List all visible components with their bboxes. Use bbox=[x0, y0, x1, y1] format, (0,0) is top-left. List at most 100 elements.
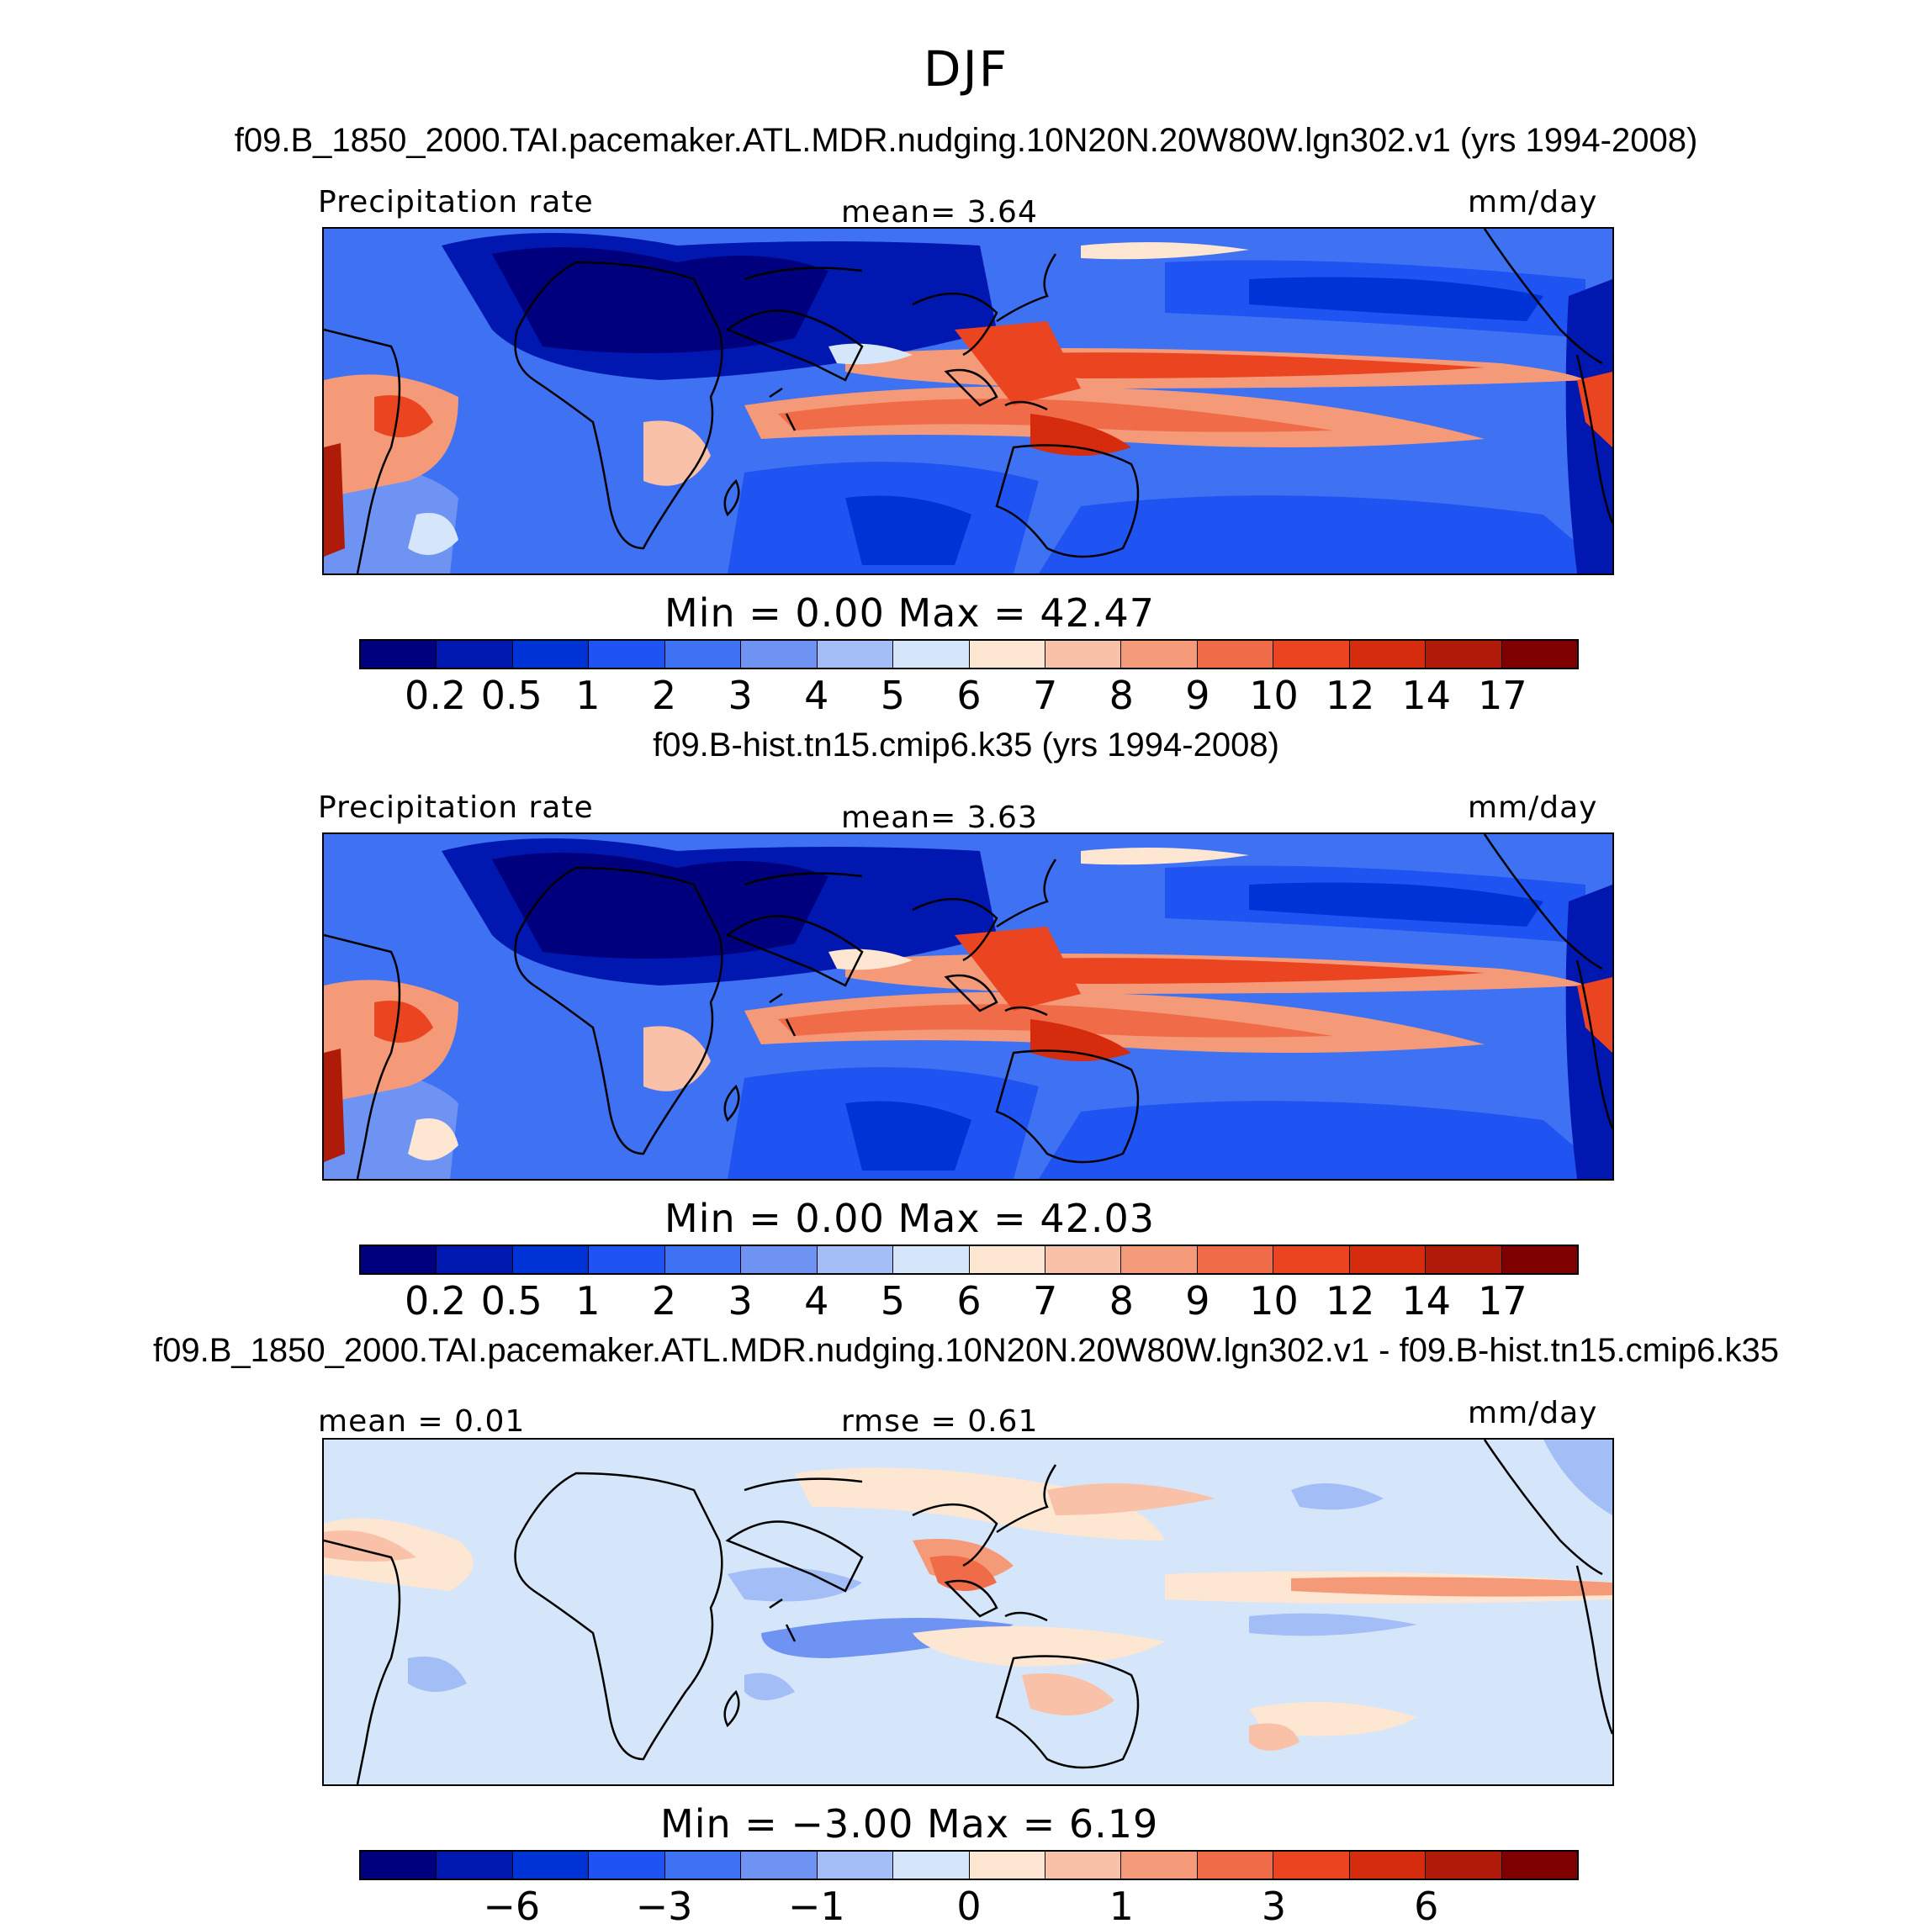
colorbar-segment bbox=[817, 1852, 894, 1879]
panel-1-title: f09.B_1850_2000.TAI.pacemaker.ATL.MDR.nu… bbox=[234, 122, 1698, 159]
colorbar-tick-label: 14 bbox=[1401, 1278, 1452, 1324]
colorbar-segment bbox=[893, 1852, 970, 1879]
colorbar-segment bbox=[1045, 641, 1122, 668]
colorbar-segment bbox=[512, 1246, 590, 1273]
colorbar-tick-label: 2 bbox=[651, 1278, 677, 1324]
colorbar-tick-label: 3 bbox=[728, 673, 753, 718]
colorbar-segment bbox=[589, 641, 665, 668]
colorbar-segment bbox=[1197, 1246, 1274, 1273]
colorbar-tick-label: 1 bbox=[1109, 1884, 1134, 1929]
colorbar-tick-label: 0.5 bbox=[480, 673, 543, 718]
colorbar-segment bbox=[437, 1852, 513, 1879]
colorbar-segment bbox=[1349, 1852, 1427, 1879]
colorbar-tick-label: 0.2 bbox=[405, 673, 467, 718]
colorbar-segment bbox=[1197, 1852, 1274, 1879]
colorbar-tick-label: 3 bbox=[728, 1278, 753, 1324]
colorbar-segment bbox=[741, 641, 818, 668]
colorbar-segment bbox=[1121, 1852, 1198, 1879]
panel-1-variable-label: Precipitation rate bbox=[318, 185, 594, 219]
colorbar-tick-label: 4 bbox=[804, 1278, 829, 1324]
colorbar-segment bbox=[1273, 1246, 1350, 1273]
colorbar-segment bbox=[969, 1246, 1045, 1273]
panel-1-map-svg bbox=[324, 229, 1612, 573]
colorbar-tick-label: 7 bbox=[1032, 673, 1058, 718]
colorbar-segment bbox=[1501, 1246, 1577, 1273]
panel-3-mean-label: mean = 0.01 bbox=[318, 1404, 526, 1439]
panel-2-title: f09.B-hist.tn15.cmip6.k35 (yrs 1994-2008… bbox=[653, 727, 1279, 764]
colorbar-tick-label: 1 bbox=[575, 673, 601, 718]
colorbar-segment bbox=[893, 1246, 970, 1273]
colorbar-tick-label: 5 bbox=[880, 673, 906, 718]
colorbar-segment bbox=[817, 641, 894, 668]
panel-2-colorbar-ticks: 0.2 0.5 1 2 3 4 5 6 7 8 9 10 12 14 17 bbox=[359, 1278, 1579, 1324]
colorbar-tick-label: 2 bbox=[651, 673, 677, 718]
colorbar-segment bbox=[512, 1852, 590, 1879]
colorbar-tick-label: 7 bbox=[1032, 1278, 1058, 1324]
panel-2-units-label: mm/day bbox=[1468, 790, 1598, 825]
colorbar-tick-label: 12 bbox=[1325, 673, 1375, 718]
colorbar-segment bbox=[361, 1852, 437, 1879]
colorbar-segment bbox=[1426, 641, 1502, 668]
panel-2-variable-label: Precipitation rate bbox=[318, 790, 594, 825]
colorbar-tick-label: 8 bbox=[1109, 673, 1134, 718]
panel-1-minmax: Min = 0.00 Max = 42.47 bbox=[664, 590, 1156, 636]
colorbar-segment bbox=[893, 641, 970, 668]
panel-1-colorbar bbox=[359, 639, 1579, 669]
colorbar-tick-label: 10 bbox=[1249, 1278, 1299, 1324]
colorbar-tick-label: 3 bbox=[1261, 1884, 1287, 1929]
colorbar-tick-label: 4 bbox=[804, 673, 829, 718]
panel-3-map-svg bbox=[324, 1440, 1612, 1784]
colorbar-tick-label: 6 bbox=[956, 673, 982, 718]
panel-3-minmax: Min = −3.00 Max = 6.19 bbox=[660, 1801, 1159, 1847]
colorbar-segment bbox=[1349, 1246, 1427, 1273]
colorbar-segment bbox=[361, 641, 437, 668]
colorbar-segment bbox=[361, 1246, 437, 1273]
colorbar-tick-label: −3 bbox=[635, 1884, 693, 1929]
colorbar-segment bbox=[664, 641, 742, 668]
panel-1-map bbox=[322, 227, 1614, 575]
colorbar-tick-label: 12 bbox=[1325, 1278, 1375, 1324]
colorbar-tick-label: 9 bbox=[1185, 1278, 1210, 1324]
colorbar-tick-label: 5 bbox=[880, 1278, 906, 1324]
colorbar-tick-label: 0.2 bbox=[405, 1278, 467, 1324]
colorbar-tick-label: −1 bbox=[787, 1884, 845, 1929]
colorbar-segment bbox=[1197, 641, 1274, 668]
panel-3-colorbar bbox=[359, 1850, 1579, 1880]
colorbar-segment bbox=[1501, 1852, 1577, 1879]
panel-2-colorbar bbox=[359, 1245, 1579, 1275]
colorbar-tick-label: 6 bbox=[956, 1278, 982, 1324]
colorbar-segment bbox=[437, 641, 513, 668]
colorbar-tick-label: 10 bbox=[1249, 673, 1299, 718]
colorbar-segment bbox=[1045, 1246, 1122, 1273]
figure-title: DJF bbox=[923, 40, 1009, 98]
colorbar-segment bbox=[1273, 641, 1350, 668]
colorbar-tick-label: 14 bbox=[1401, 673, 1452, 718]
colorbar-segment bbox=[1426, 1246, 1502, 1273]
colorbar-segment bbox=[1273, 1852, 1350, 1879]
panel-1-colorbar-ticks: 0.2 0.5 1 2 3 4 5 6 7 8 9 10 12 14 17 bbox=[359, 673, 1579, 718]
panel-1-mean-label: mean= 3.64 bbox=[841, 195, 1038, 230]
colorbar-segment bbox=[589, 1246, 665, 1273]
colorbar-segment bbox=[741, 1852, 818, 1879]
colorbar-segment bbox=[1501, 641, 1577, 668]
colorbar-segment bbox=[1426, 1852, 1502, 1879]
panel-2-map-svg bbox=[324, 834, 1612, 1179]
colorbar-tick-label: 0 bbox=[956, 1884, 982, 1929]
colorbar-tick-label: 17 bbox=[1478, 1278, 1527, 1324]
colorbar-segment bbox=[969, 641, 1045, 668]
panel-2-map bbox=[322, 832, 1614, 1181]
panel-3-colorbar-ticks: −6 −3 −1 0 1 3 6 bbox=[359, 1884, 1579, 1929]
panel-3-units-label: mm/day bbox=[1468, 1396, 1598, 1430]
colorbar-tick-label: 9 bbox=[1185, 673, 1210, 718]
colorbar-segment bbox=[664, 1852, 742, 1879]
colorbar-segment bbox=[741, 1246, 818, 1273]
colorbar-segment bbox=[589, 1852, 665, 1879]
colorbar-segment bbox=[664, 1246, 742, 1273]
colorbar-segment bbox=[437, 1246, 513, 1273]
colorbar-tick-label: 1 bbox=[575, 1278, 601, 1324]
panel-3-title: f09.B_1850_2000.TAI.pacemaker.ATL.MDR.nu… bbox=[153, 1332, 1779, 1369]
panel-2-mean-label: mean= 3.63 bbox=[841, 801, 1038, 835]
colorbar-segment bbox=[1121, 1246, 1198, 1273]
colorbar-segment bbox=[1045, 1852, 1122, 1879]
colorbar-segment bbox=[817, 1246, 894, 1273]
